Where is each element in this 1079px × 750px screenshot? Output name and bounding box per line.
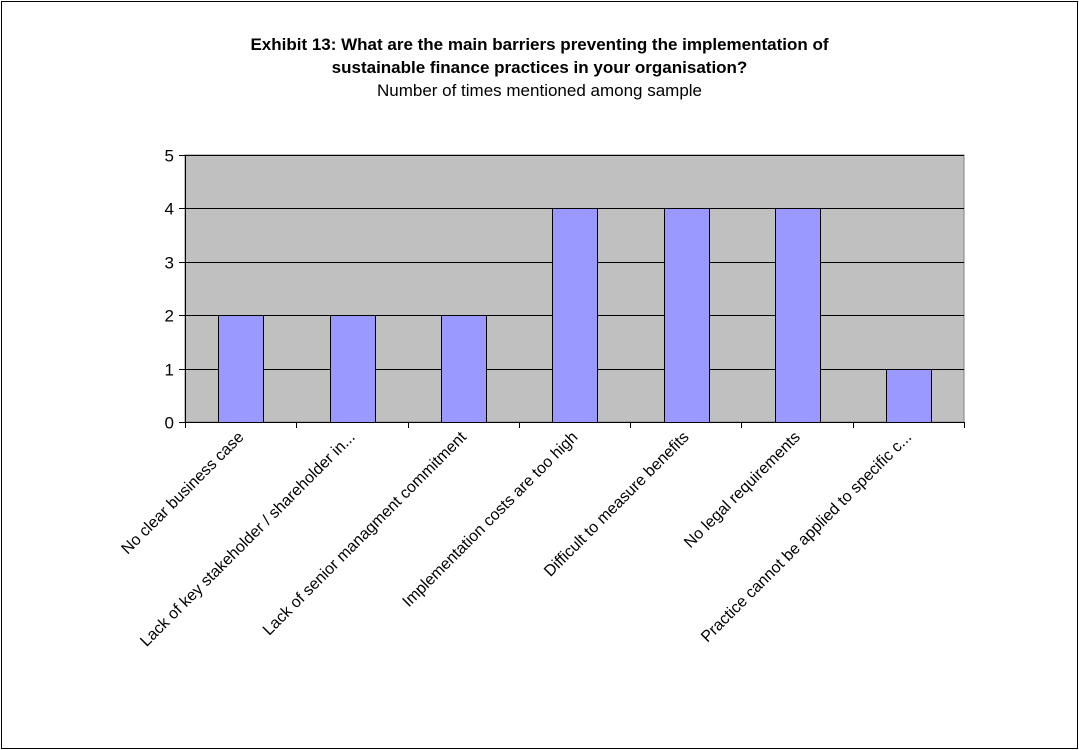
y-tick-label-2: 2 xyxy=(165,307,174,326)
bar-4 xyxy=(552,208,598,423)
x-tick-label-3: Lack of senior managment commitment xyxy=(260,428,470,638)
bar-1 xyxy=(218,315,264,423)
bar-5 xyxy=(664,208,710,423)
x-tick-label-1: No clear business case xyxy=(118,429,247,558)
chart-subtitle: Number of times mentioned among sample xyxy=(376,81,703,100)
chart-title-line-1: Exhibit 13: What are the main barriers p… xyxy=(250,35,829,54)
y-tick-label-1: 1 xyxy=(165,361,174,380)
x-tick-label-4: Implementation costs are too high xyxy=(400,429,582,611)
bar-7 xyxy=(886,369,932,423)
bar-6 xyxy=(775,208,821,423)
axes xyxy=(179,155,965,428)
x-tick-label-2: Lack of key stakeholder / shareholder in… xyxy=(137,429,358,650)
chart-title-block: Exhibit 13: What are the main barriers p… xyxy=(0,33,1079,102)
x-tick-label-7: Practice cannot be applied to specific c… xyxy=(698,429,915,646)
y-tick-label-5: 5 xyxy=(165,147,174,166)
bar-2 xyxy=(330,315,376,423)
y-tick-label-0: 0 xyxy=(165,414,174,433)
y-tick-label-3: 3 xyxy=(165,254,174,273)
x-tick-label-6: No legal requirements xyxy=(681,429,804,552)
y-tick-label-4: 4 xyxy=(165,200,174,219)
bar-3 xyxy=(441,315,487,423)
chart-title-line-2: sustainable finance practices in your or… xyxy=(331,58,748,77)
